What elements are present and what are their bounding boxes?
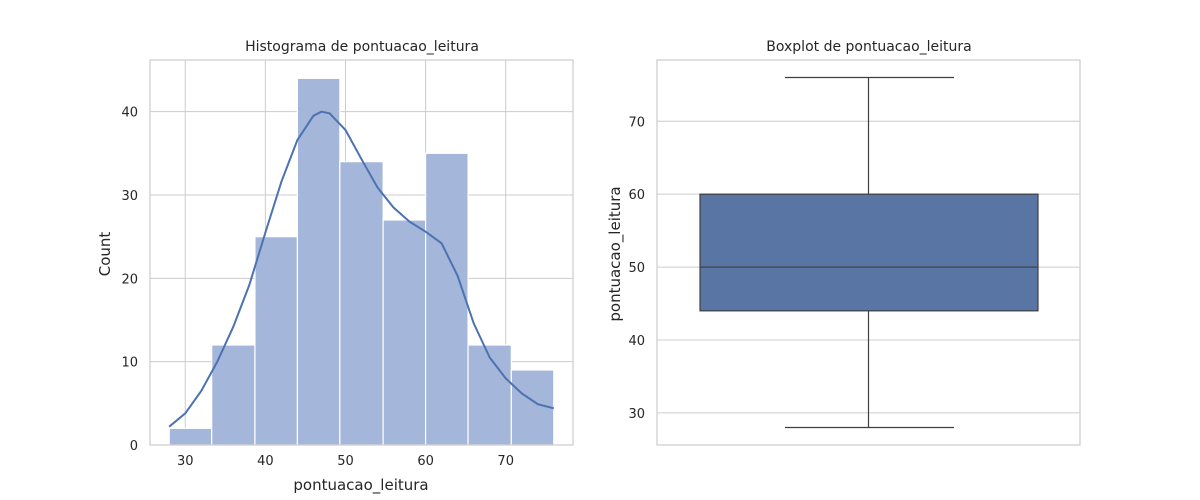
y-tick-label: 30 — [121, 189, 138, 204]
boxplot-panel: Boxplot de pontuacao_leitura 3040506070 … — [606, 39, 1081, 446]
interquartile-box — [699, 193, 1039, 312]
histogram-bar — [424, 152, 469, 446]
boxplot-frame — [656, 59, 1081, 446]
histogram-x-axis-label: pontuacao_leitura — [293, 476, 428, 495]
histogram-bar — [467, 344, 512, 446]
histogram-title: Histograma de pontuacao_leitura — [245, 39, 479, 55]
kde-line — [168, 110, 555, 428]
y-tick-label: 30 — [628, 407, 645, 422]
histogram-bar — [168, 427, 213, 446]
histogram-frame — [149, 59, 574, 446]
x-tick-label: 60 — [417, 454, 434, 469]
histogram-bar — [339, 161, 384, 446]
histogram-y-axis-label: Count — [96, 232, 114, 277]
x-tick-label: 50 — [337, 454, 354, 469]
histogram-panel: Histograma de pontuacao_leitura 30 40 50 60… — [96, 39, 574, 495]
histogram-bar — [254, 236, 299, 446]
x-tick-label: 70 — [497, 454, 514, 469]
x-tick-label: 30 — [177, 454, 194, 469]
y-tick-label: 50 — [628, 261, 645, 276]
y-tick-label: 10 — [121, 356, 138, 371]
y-tick-label: 40 — [628, 334, 645, 349]
y-tick-label: 20 — [121, 272, 138, 287]
histogram-bar — [296, 77, 341, 446]
y-tick-label: 0 — [130, 439, 138, 454]
y-tick-label: 60 — [628, 188, 645, 203]
y-tick-label: 40 — [121, 106, 138, 121]
boxplot-y-axis-label: pontuacao_leitura — [606, 186, 625, 321]
histogram-bar — [382, 219, 427, 446]
boxplot-title: Boxplot de pontuacao_leitura — [766, 39, 971, 55]
y-tick-label: 70 — [628, 115, 645, 130]
x-tick-label: 40 — [257, 454, 274, 469]
